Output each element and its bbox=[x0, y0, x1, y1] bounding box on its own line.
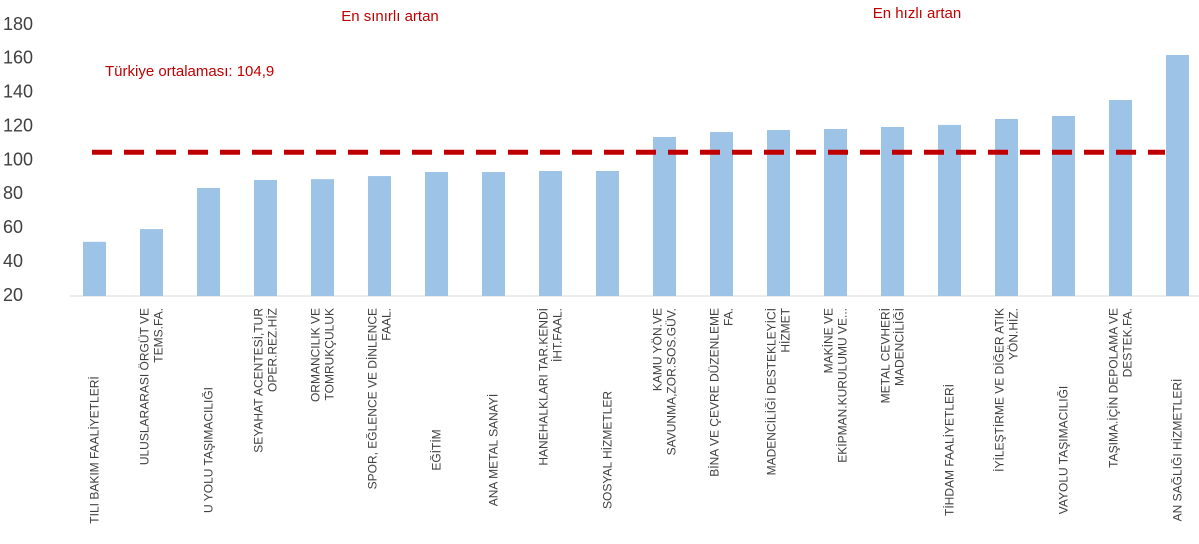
y-tick-label: 160 bbox=[3, 48, 33, 68]
y-tick-label: 100 bbox=[3, 149, 33, 169]
y-tick-label: 120 bbox=[3, 115, 33, 135]
bar bbox=[938, 124, 961, 297]
annotation: En hızlı artan bbox=[873, 5, 961, 22]
bar bbox=[539, 171, 562, 296]
bar bbox=[653, 136, 676, 296]
x-tick-label: MAKİNE VEEKİPMAN.KURULUMU VE... bbox=[822, 308, 850, 463]
bar bbox=[881, 126, 904, 297]
bar bbox=[425, 172, 448, 296]
bar bbox=[710, 132, 733, 296]
annotation: En sınırlı artan bbox=[341, 8, 439, 25]
bar bbox=[1166, 54, 1189, 297]
y-tick-label: 140 bbox=[3, 82, 33, 102]
y-tick-label: 80 bbox=[3, 183, 23, 203]
x-tick-label: ORMANCILIK VETOMRUKÇULUK bbox=[309, 308, 337, 402]
x-tick-label: TİHDAM FAALİYETLERİ bbox=[943, 384, 957, 516]
x-tick-label: SOSYAL HİZMETLER bbox=[601, 391, 615, 509]
y-tick-label: 40 bbox=[3, 251, 23, 271]
x-tick-label: U YOLU TAŞIMACILIĞI bbox=[201, 387, 216, 513]
y-tick-label: 20 bbox=[3, 285, 23, 305]
bar bbox=[140, 229, 163, 296]
x-tick-label: METAL CEVHERİMADENCİLİĞİ bbox=[879, 308, 907, 403]
y-tick-label: 180 bbox=[3, 14, 33, 34]
x-tick-label: SPOR, EĞLENCE VE DİNLENCEFAAL. bbox=[365, 308, 394, 489]
x-tick-label: KAMU YÖN.VESAVUNMA,ZOR.SOS.GÜV. bbox=[651, 308, 679, 455]
bar bbox=[596, 171, 619, 296]
bar bbox=[767, 130, 790, 296]
x-tick-label: TAŞIMA.İÇİN DEPOLAMA VEDESTEK.FA. bbox=[1107, 308, 1135, 468]
bar bbox=[482, 172, 505, 296]
bar bbox=[824, 128, 847, 296]
x-tick-label: ULUSLARARASI ÖRGÜT VETEMS.FA. bbox=[138, 308, 166, 465]
bar bbox=[995, 119, 1018, 296]
y-tick-label: 60 bbox=[3, 217, 23, 237]
bar bbox=[197, 187, 220, 296]
reference-label: Türkiye ortalaması: 104,9 bbox=[105, 63, 274, 80]
x-tick-label: HANEHALKLARI TAR.KENDİİHT.FAAL. bbox=[537, 308, 565, 466]
x-tick-label: AN SAĞLIĞI HİZMETLERİ bbox=[1170, 379, 1185, 522]
x-tick-label: EĞİTİM bbox=[429, 429, 444, 470]
x-tick-label: MADENCİLİĞİ DESTEKLEYİCİHİZMET bbox=[764, 307, 793, 475]
x-tick-label: ANA METAL SANAYİ bbox=[487, 394, 501, 506]
x-tick-label: SEYAHAT ACENTESİ,TUROPER.REZ.HİZ bbox=[252, 308, 280, 453]
x-tick-label: BİNA VE ÇEVRE DÜZENLEMEFA. bbox=[708, 308, 736, 477]
bar bbox=[1052, 115, 1075, 296]
x-tick-label: TILI BAKIM FAALİYETLERİ bbox=[88, 376, 102, 523]
bar bbox=[368, 176, 391, 296]
bar bbox=[1109, 100, 1132, 296]
bar bbox=[83, 241, 106, 296]
bar bbox=[311, 179, 334, 296]
x-tick-label: İYİLEŞTİRME VE DİĞER ATIKYÖN.HİZ. bbox=[992, 308, 1021, 472]
bar bbox=[254, 179, 277, 296]
x-tick-label: VAYOLU TAŞIMACILIĞI bbox=[1056, 386, 1071, 514]
